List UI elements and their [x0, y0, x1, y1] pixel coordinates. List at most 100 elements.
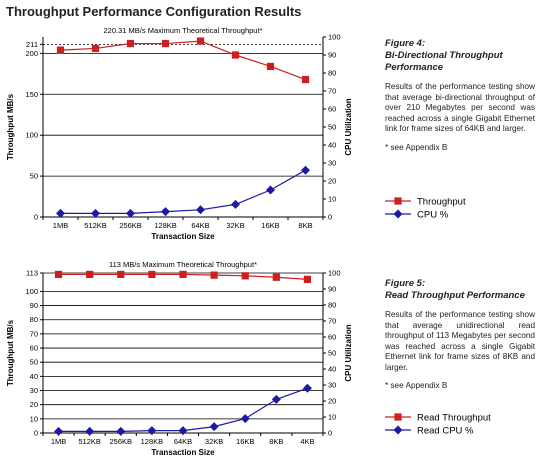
series-line-1: [60, 169, 306, 214]
data-point-1: [85, 426, 95, 436]
data-point-1: [116, 426, 126, 436]
data-point-0: [179, 270, 187, 279]
y2-tick-label: 90: [328, 285, 336, 294]
y-tick-label: 70: [30, 329, 38, 338]
data-point-1: [209, 422, 219, 432]
x-tick-label: 4KB: [300, 437, 314, 446]
y2-axis-label: CPU Utilization: [344, 324, 353, 381]
x-tick-label: 256KB: [110, 437, 133, 446]
data-point-1: [161, 207, 170, 217]
x-tick-label: 64KB: [174, 437, 192, 446]
x-tick-label: 512KB: [78, 437, 101, 446]
y-tick-label: 80: [30, 315, 38, 324]
y-tick-label: 30: [30, 386, 38, 395]
y2-tick-label: 40: [328, 141, 336, 150]
x-tick-label: 8KB: [298, 221, 312, 230]
figure4-body: Results of the performance testing show …: [385, 82, 535, 133]
y2-tick-label: 70: [328, 87, 336, 96]
data-point-0: [266, 62, 275, 71]
y2-tick-label: 60: [328, 105, 336, 114]
chart-title: 220.31 MB/s Maximum Theoretical Throughp…: [104, 26, 263, 35]
data-point-1: [56, 208, 65, 218]
y-tick-label: 113: [26, 269, 38, 278]
y2-tick-label: 80: [328, 69, 336, 78]
data-point-0: [56, 46, 65, 54]
data-point-1: [147, 426, 157, 436]
figure4-caption: Figure 4: Bi-Directional Throughput Perf…: [385, 38, 535, 153]
y-tick-label: 20: [30, 400, 38, 409]
data-point-1: [301, 165, 310, 175]
data-point-0: [272, 273, 280, 281]
data-point-0: [148, 270, 156, 279]
y2-tick-label: 30: [328, 159, 336, 168]
data-point-0: [126, 39, 135, 48]
y-tick-label: 50: [30, 172, 38, 181]
x-tick-label: 64KB: [191, 221, 209, 230]
y-tick-label: 211: [26, 40, 38, 49]
x-tick-label: 128KB: [141, 437, 164, 446]
legend-label: Read Throughput: [417, 413, 491, 424]
x-tick-label: 16KB: [236, 437, 254, 446]
x-tick-label: 8KB: [269, 437, 283, 446]
figure5-caption: Figure 5: Read Throughput Performance Re…: [385, 278, 535, 392]
y-axis-label: Throughput MB/s: [6, 93, 15, 160]
read-throughput-chart: 0 10 20 30 40 50 60 70 80 90 100 113 0 10 20 30 40 50 60 70…: [6, 260, 491, 457]
y2-tick-label: 80: [328, 301, 336, 310]
x-axis-label: Transaction Size: [151, 232, 215, 241]
figure4-label: Figure 4:: [385, 38, 426, 49]
x-tick-label: 32KB: [205, 437, 223, 446]
x-tick-label: 32KB: [226, 221, 244, 230]
data-point-1: [54, 426, 64, 436]
y-axis-label: Throughput MB/s: [6, 319, 15, 386]
y2-tick-label: 70: [328, 317, 336, 326]
x-axis-label: Transaction Size: [151, 448, 215, 457]
bidirectional-throughput-chart: 211 0 50 100 150 200 0 10 20 30 40 50 60 70 80 90 100 1MB…: [6, 26, 466, 241]
y2-tick-label: 0: [328, 429, 332, 438]
x-tick-label: 256KB: [119, 221, 142, 230]
figure5-note: * see Appendix B: [385, 381, 448, 390]
y-tick-label: 150: [25, 90, 38, 99]
y2-tick-label: 20: [328, 177, 336, 186]
data-point-1: [266, 185, 275, 195]
y-tick-label: 100: [25, 287, 38, 296]
figure4-note: * see Appendix B: [385, 142, 448, 152]
data-point-0: [86, 270, 94, 279]
data-point-0: [301, 75, 310, 84]
legend-marker: [393, 425, 403, 435]
y2-axis-label: CPU Utilization: [344, 98, 353, 155]
data-point-0: [210, 271, 218, 279]
legend-marker: [393, 209, 403, 219]
x-tick-label: 1MB: [51, 437, 66, 446]
data-point-0: [161, 39, 170, 48]
figure4-title: Bi-Directional Throughput Performance: [385, 50, 503, 73]
y-tick-label: 200: [25, 49, 38, 58]
y-tick-label: 0: [34, 429, 38, 438]
chart-title: 113 MB/s Maximum Theoretical Throughput*: [109, 260, 257, 269]
data-point-0: [196, 37, 205, 45]
data-point-1: [126, 208, 135, 218]
series-line-0: [60, 40, 306, 81]
data-point-1: [271, 394, 281, 404]
y2-tick-label: 50: [328, 123, 336, 132]
data-point-1: [196, 205, 205, 215]
series-line-1: [58, 387, 308, 432]
data-point-0: [241, 272, 249, 280]
data-point-0: [303, 275, 312, 283]
data-point-1: [231, 199, 240, 209]
y2-tick-label: 60: [328, 333, 336, 342]
legend-marker: [394, 413, 402, 421]
y2-tick-label: 20: [328, 397, 336, 406]
y2-tick-label: 40: [328, 365, 336, 374]
y2-tick-label: 90: [328, 51, 336, 60]
y2-tick-label: 30: [328, 381, 336, 390]
y-tick-label: 10: [30, 414, 38, 423]
y-tick-label: 50: [30, 358, 38, 367]
data-point-1: [240, 414, 250, 424]
figure5-title: Read Throughput Performance: [385, 290, 525, 301]
y2-tick-label: 100: [328, 33, 341, 42]
legend-marker: [394, 197, 402, 205]
y-tick-label: 100: [25, 131, 38, 140]
page-title: Throughput Performance Configuration Res…: [6, 4, 302, 19]
data-point-0: [231, 51, 240, 59]
data-point-1: [91, 208, 100, 218]
